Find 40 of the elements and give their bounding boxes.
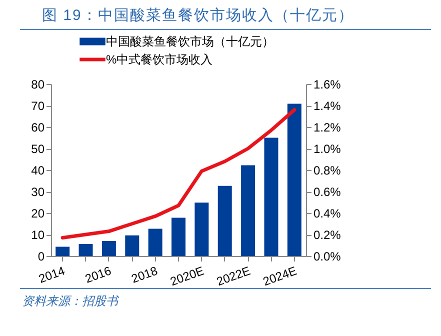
bar bbox=[172, 218, 186, 256]
x-tick-label: 2020E bbox=[168, 264, 206, 289]
bar bbox=[125, 235, 140, 256]
y-tick-label: 30 bbox=[31, 185, 45, 199]
y-tick-label: 40 bbox=[31, 164, 45, 178]
bar bbox=[148, 228, 162, 256]
x-tick-label: 2024E bbox=[261, 264, 299, 289]
line-series bbox=[60, 108, 296, 240]
x-tick-label: 2022E bbox=[214, 264, 252, 289]
y-tick-label: 60 bbox=[31, 120, 45, 134]
y-tick-label: 0 bbox=[38, 250, 45, 264]
y2-tick-label: 0.6% bbox=[314, 185, 342, 199]
y2-tick-label: 0.0% bbox=[314, 250, 342, 264]
y-tick-label: 80 bbox=[31, 78, 45, 92]
y-tick-label: 70 bbox=[31, 99, 45, 113]
chart-title: 图 19：中国酸菜鱼餐饮市场收入（十亿元） bbox=[20, 0, 431, 30]
y2-tick-label: 1.6% bbox=[314, 78, 342, 92]
bar bbox=[287, 104, 302, 256]
y2-tick-label: 0.8% bbox=[314, 164, 342, 178]
y2-tick-label: 1.2% bbox=[314, 120, 342, 134]
y-tick-label: 10 bbox=[31, 228, 45, 242]
bar bbox=[78, 244, 93, 256]
bar bbox=[241, 165, 256, 256]
bar bbox=[218, 186, 232, 256]
text: 资料来源：招股书 bbox=[20, 288, 431, 310]
legend-label: %中式餐饮市场收入 bbox=[106, 52, 213, 66]
bar bbox=[194, 202, 209, 256]
x-tick-label: 2016 bbox=[83, 264, 114, 286]
bar bbox=[102, 240, 116, 256]
y2-tick-label: 0.4% bbox=[314, 206, 342, 220]
y-tick-label: 50 bbox=[31, 142, 45, 156]
bar bbox=[264, 138, 278, 256]
legend-label: 中国酸菜鱼餐饮市场（十亿元） bbox=[106, 34, 274, 48]
x-tick-label: 2018 bbox=[130, 264, 160, 286]
y2-tick-label: 1.0% bbox=[314, 142, 342, 156]
y-tick-label: 20 bbox=[31, 206, 45, 220]
y2-tick-label: 1.4% bbox=[314, 99, 342, 113]
y2-tick-label: 0.2% bbox=[314, 228, 342, 242]
bar bbox=[56, 246, 70, 256]
x-tick-label: 2014 bbox=[36, 264, 67, 286]
